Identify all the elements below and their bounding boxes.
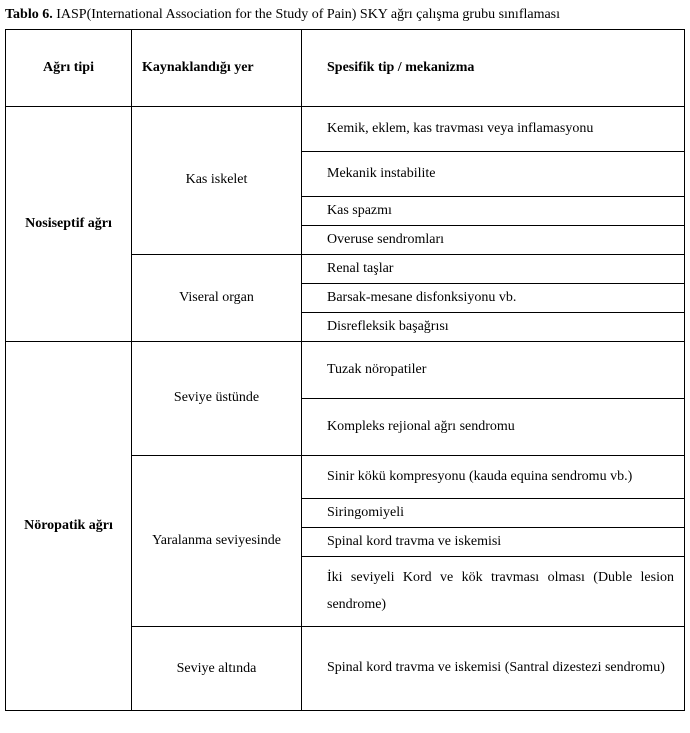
mechanism-cell: Kompleks rejional ağrı sendromu (302, 398, 685, 455)
header-col1: Ağrı tipi (6, 29, 132, 106)
mechanism-cell: Tuzak nöropatiler (302, 341, 685, 398)
mechanism-cell: Mekanik instabilite (302, 151, 685, 196)
mechanism-cell: Overuse sendromları (302, 225, 685, 254)
source-musculoskeletal: Kas iskelet (132, 106, 302, 254)
header-col3: Spesifik tip / mekanizma (302, 29, 685, 106)
mechanism-cell: Renal taşlar (302, 254, 685, 283)
caption-text: IASP(International Association for the S… (53, 7, 560, 22)
classification-table: Ağrı tipi Kaynaklandığı yer Spesifik tip… (5, 29, 685, 711)
source-above-level: Seviye üstünde (132, 341, 302, 455)
mechanism-cell: Kemik, eklem, kas travması veya inflamas… (302, 106, 685, 151)
mechanism-cell: Spinal kord travma ve iskemisi (302, 528, 685, 557)
mechanism-cell: Kas spazmı (302, 196, 685, 225)
pain-type-neuropathic: Nöropatik ağrı (6, 341, 132, 710)
mechanism-cell: Barsak-mesane disfonksiyonu vb. (302, 283, 685, 312)
header-col2: Kaynaklandığı yer (132, 29, 302, 106)
source-visceral: Viseral organ (132, 254, 302, 341)
mechanism-cell: İki seviyeli Kord ve kök travması olması… (302, 557, 685, 627)
mechanism-cell: Siringomiyeli (302, 499, 685, 528)
table-header-row: Ağrı tipi Kaynaklandığı yer Spesifik tip… (6, 29, 685, 106)
caption-label: Tablo 6. (5, 7, 53, 22)
mechanism-cell: Sinir kökü kompresyonu (kauda equina sen… (302, 455, 685, 499)
table-caption: Tablo 6. IASP(International Association … (5, 5, 685, 25)
table-row: Nöropatik ağrı Seviye üstünde Tuzak nöro… (6, 341, 685, 398)
source-below-level: Seviye altında (132, 627, 302, 711)
source-at-level: Yaralanma seviyesinde (132, 455, 302, 627)
table-row: Nosiseptif ağrı Kas iskelet Kemik, eklem… (6, 106, 685, 151)
pain-type-nociceptive: Nosiseptif ağrı (6, 106, 132, 341)
mechanism-cell: Disrefleksik başağrısı (302, 312, 685, 341)
mechanism-cell: Spinal kord travma ve iskemisi (Santral … (302, 627, 685, 711)
